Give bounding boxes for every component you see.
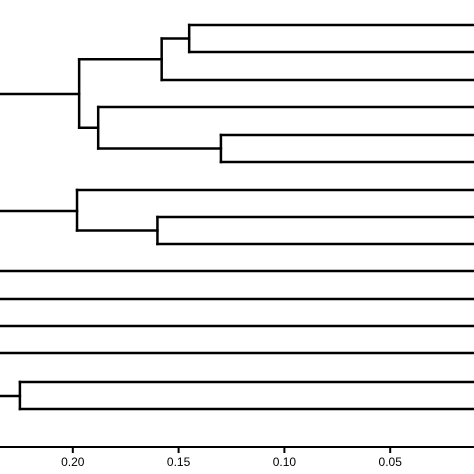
- branch-group: [0, 23, 474, 411]
- x-tick-label: 0.15: [167, 455, 191, 469]
- x-tick-label: 0.10: [273, 455, 297, 469]
- x-tick-label: 0.05: [379, 455, 403, 469]
- x-tick-label: 0.20: [61, 455, 85, 469]
- x-axis: 0.20 0.15 0.10 0.05: [0, 446, 474, 469]
